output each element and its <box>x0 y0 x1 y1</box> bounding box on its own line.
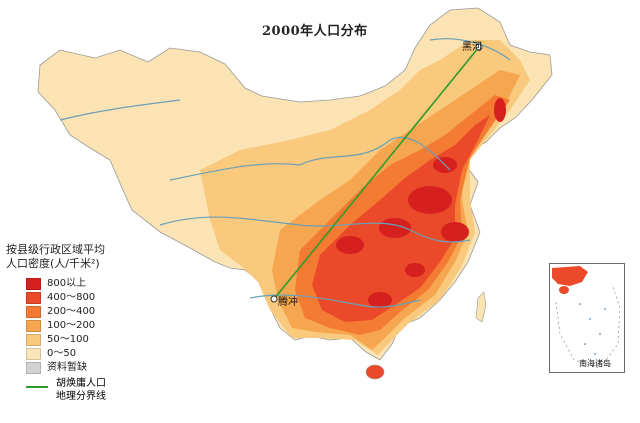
place-label-heihe: 黑河 <box>462 42 482 53</box>
legend-row: 50～100 <box>6 334 146 348</box>
hu-huanyong-line <box>273 46 480 300</box>
legend-swatch <box>26 348 41 361</box>
legend-swatch <box>26 334 41 347</box>
heihe-marker <box>475 43 483 51</box>
rivers <box>59 38 511 308</box>
boundary-line-label-line2: 地理分界线 <box>56 391 106 402</box>
legend-swatch <box>26 278 41 291</box>
legend-row: 800以上 <box>6 278 146 292</box>
legend-row: 400～800 <box>6 292 146 306</box>
boundary-line-sample <box>26 386 48 388</box>
legend-row: 资料暂缺 <box>6 362 146 376</box>
legend-label: 200～400 <box>47 306 96 318</box>
legend-label: 50～100 <box>47 334 89 346</box>
map-title: 2000年人口分布 <box>262 24 368 39</box>
legend-label: 100～200 <box>47 320 96 332</box>
legend-label: 800以上 <box>47 278 87 290</box>
boundary-line-label-line1: 胡焕庸人口 <box>56 378 106 389</box>
inset-label: 南海诸岛 <box>579 359 611 368</box>
legend-swatch <box>26 320 41 333</box>
inset-graphic <box>552 266 621 369</box>
south-china-sea-inset <box>549 263 625 373</box>
legend-title-line1: 按县级行政区域平均 <box>6 243 105 256</box>
boundary-line-label: 胡焕庸人口 地理分界线 <box>56 377 106 403</box>
legend-row: 100～200 <box>6 320 146 334</box>
hainan-island <box>365 364 385 380</box>
legend-label: 400～800 <box>47 292 96 304</box>
legend-label: 资料暂缺 <box>47 362 87 374</box>
place-label-tengchong: 腾冲 <box>278 297 298 308</box>
legend-row: 0～50 <box>6 348 146 362</box>
legend-title-line2: 人口密度(人/千米²) <box>6 257 100 270</box>
legend-swatch <box>26 306 41 319</box>
legend-swatch <box>26 292 41 305</box>
legend-row: 200～400 <box>6 306 146 320</box>
tengchong-marker <box>270 295 278 303</box>
taiwan-island <box>475 291 487 323</box>
legend-swatch <box>26 362 41 375</box>
density-legend: 按县级行政区域平均 人口密度(人/千米²) 800以上 400～800 200～… <box>6 243 146 375</box>
legend-label: 0～50 <box>47 348 77 360</box>
